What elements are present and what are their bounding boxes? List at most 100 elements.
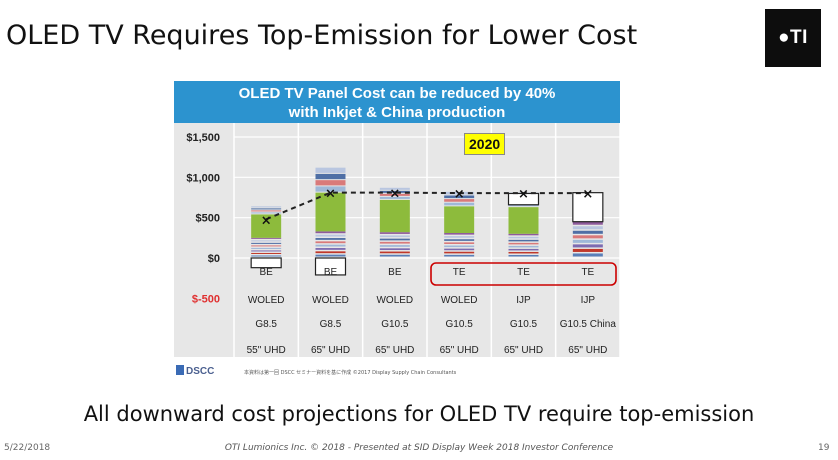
bar-segment-stripe bbox=[315, 231, 346, 234]
bar-segment-stripe bbox=[251, 250, 282, 252]
bar-segment-stripe bbox=[315, 241, 346, 244]
category-label-process: IJP bbox=[516, 295, 531, 306]
category-label-fab: G8.5 bbox=[320, 319, 342, 330]
bar-segment-stripe bbox=[444, 245, 475, 248]
category-label-process: IJP bbox=[581, 295, 596, 306]
chart-plot: $1,500 $1,000 $500 $0 $-500 × × × × × × BE WOLED G8.5… bbox=[186, 123, 620, 357]
footer-credit: OTI Lumionics Inc. © 2018 - Presented at… bbox=[224, 443, 614, 453]
bar-segment-stripe bbox=[315, 248, 346, 250]
bar-segment-green bbox=[251, 214, 282, 238]
bar-segment-stripe bbox=[379, 232, 410, 234]
bar-segment-stripe bbox=[572, 221, 603, 225]
cost-line-marker: × bbox=[261, 213, 272, 228]
category-label-fab: G8.5 bbox=[255, 319, 277, 330]
bar-segment-top bbox=[315, 167, 346, 173]
category-label-size: 65" UHD bbox=[504, 345, 543, 356]
bar-segment-top bbox=[251, 212, 282, 214]
bar-segment-stripe bbox=[572, 244, 603, 248]
cost-line bbox=[265, 191, 588, 221]
category-label-emission: TE bbox=[517, 267, 530, 278]
category-label-size: 65" UHD bbox=[311, 345, 350, 356]
bar-segment-top bbox=[444, 202, 475, 206]
bar-segment-stripe bbox=[251, 255, 282, 257]
category-label-process: WOLED bbox=[376, 295, 413, 306]
page-number: 19 bbox=[818, 443, 830, 453]
y-tick-label: $-500 bbox=[192, 293, 220, 305]
bar-reduction-box bbox=[572, 192, 604, 223]
bar-segment-green bbox=[444, 206, 475, 233]
slide-title: OLED TV Requires Top-Emission for Lower … bbox=[6, 20, 638, 51]
bar-segment-top bbox=[379, 193, 410, 196]
bar-segment-top bbox=[379, 187, 410, 190]
bar-segment-stripe bbox=[508, 239, 539, 242]
bar-segment-stripe bbox=[572, 253, 603, 257]
category-label-fab: G10.5 bbox=[381, 319, 409, 330]
category-label-process: WOLED bbox=[441, 295, 478, 306]
cost-line-marker: × bbox=[518, 187, 529, 202]
bar-segment-top bbox=[251, 210, 282, 212]
category-label-emission: BE bbox=[324, 267, 338, 278]
bar-segment-stripe bbox=[251, 240, 282, 242]
bar-segment-stripe bbox=[379, 235, 410, 238]
bar-segment-stripe bbox=[379, 248, 410, 251]
slide-subtitle: All downward cost projections for OLED T… bbox=[83, 402, 755, 426]
bar-segment-stripe bbox=[508, 254, 539, 257]
category-label-process: WOLED bbox=[248, 295, 285, 306]
bar-reduction-box bbox=[250, 257, 282, 269]
category-label-emission: TE bbox=[581, 267, 594, 278]
oti-logo: ●TI bbox=[765, 9, 821, 67]
bar-segment-stripe bbox=[315, 251, 346, 254]
source-logo: DSCC bbox=[176, 365, 214, 377]
chart-banner-line1: OLED TV Panel Cost can be reduced by 40% bbox=[238, 85, 556, 102]
category-label-fab: G10.5 bbox=[510, 319, 538, 330]
chart-banner: OLED TV Panel Cost can be reduced by 40%… bbox=[174, 81, 620, 123]
cost-line-marker: × bbox=[325, 187, 336, 202]
bar-segment-stripe bbox=[508, 233, 539, 236]
category-label-emission: TE bbox=[453, 267, 466, 278]
bar-segment-stripe bbox=[251, 237, 282, 239]
bar-segment-stripe bbox=[444, 232, 475, 235]
chart-footnote: 本資料は第一回 DSCC セミナー資料を基に作成 ©2017 Display S… bbox=[244, 370, 457, 376]
chart-banner-line2: with Inkjet & China production bbox=[288, 104, 506, 121]
category-label-fab: G10.5 China bbox=[560, 319, 617, 330]
y-tick-label: $1,000 bbox=[186, 172, 220, 184]
bar-segment-stripe bbox=[379, 241, 410, 244]
category-label-size: 65" UHD bbox=[375, 345, 414, 356]
bar-segment-stripe bbox=[379, 238, 410, 241]
bar-segment-top bbox=[315, 180, 346, 186]
y-tick-label: $1,500 bbox=[186, 132, 220, 144]
bar-segment-stripe bbox=[572, 235, 603, 239]
bar-segment-stripe bbox=[572, 230, 603, 234]
bar-segment-stripe bbox=[508, 251, 539, 254]
source-mark-icon bbox=[176, 365, 184, 375]
bar-segment-stripe bbox=[444, 248, 475, 251]
bar-segment-stripe bbox=[508, 236, 539, 239]
bar-segment-stripe bbox=[572, 248, 603, 252]
cost-line-marker: × bbox=[582, 187, 593, 202]
bar-segment-stripe bbox=[379, 251, 410, 254]
bar-segment-stripe bbox=[572, 239, 603, 243]
cost-chart: OLED TV Panel Cost can be reduced by 40%… bbox=[174, 81, 620, 381]
bar-segment-top bbox=[444, 199, 475, 202]
bar-segment-stripe bbox=[444, 236, 475, 238]
category-label-fab: G10.5 bbox=[446, 319, 474, 330]
bar-reduction-box bbox=[314, 257, 347, 276]
category-label-emission: BE bbox=[259, 267, 273, 278]
bar-segment-stripe bbox=[508, 245, 539, 248]
y-tick-label: $500 bbox=[196, 213, 220, 225]
bar-segment-stripe bbox=[315, 238, 346, 240]
bar-segment-top bbox=[315, 173, 346, 180]
bar-segment-stripe bbox=[251, 252, 282, 254]
category-label-size: 65" UHD bbox=[568, 345, 607, 356]
source-label: DSCC bbox=[186, 366, 215, 377]
bar-segment-stripe bbox=[444, 251, 475, 254]
bar-segment-stripe bbox=[444, 254, 475, 257]
te-highlight-box bbox=[430, 262, 617, 286]
bar-segment-stripe bbox=[315, 244, 346, 247]
bar-segment-top bbox=[251, 208, 282, 210]
bar-segment-stripe bbox=[508, 242, 539, 245]
bar-segment-stripe bbox=[251, 242, 282, 244]
bar-segment-stripe bbox=[379, 254, 410, 257]
bar-segment-stripe bbox=[251, 245, 282, 247]
category-label-size: 55" UHD bbox=[247, 345, 286, 356]
